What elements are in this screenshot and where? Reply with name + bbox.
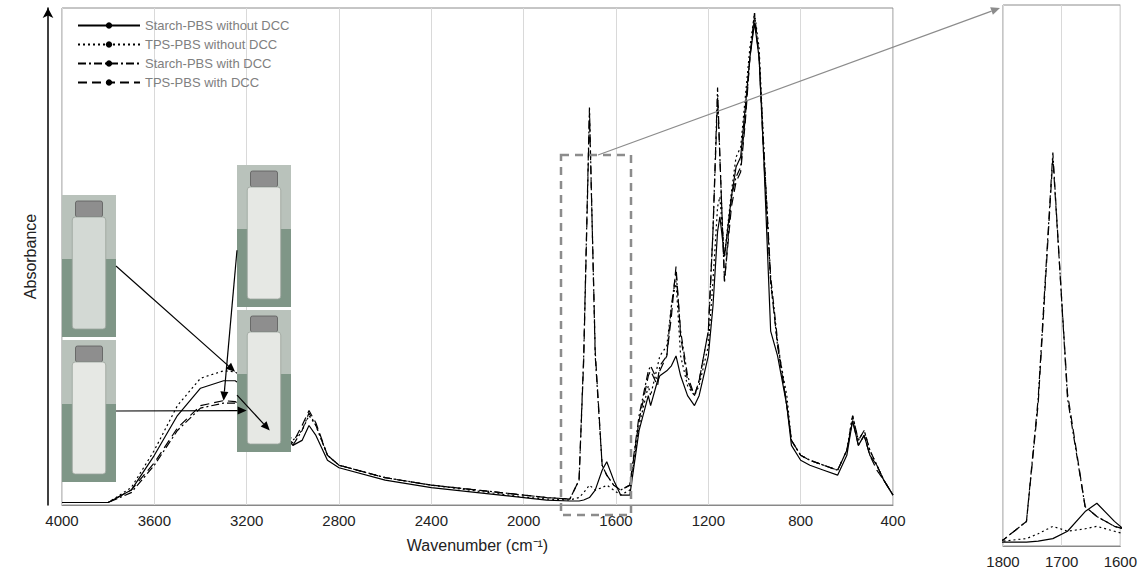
svg-text:2800: 2800 [322, 512, 355, 529]
svg-text:4000: 4000 [45, 512, 78, 529]
svg-text:Starch-PBS with DCC: Starch-PBS with DCC [145, 56, 271, 71]
svg-text:2000: 2000 [507, 512, 540, 529]
svg-text:Absorbance: Absorbance [22, 214, 39, 299]
svg-text:TPS-PBS with DCC: TPS-PBS with DCC [145, 75, 259, 90]
svg-text:1600: 1600 [1104, 553, 1137, 570]
svg-text:1600: 1600 [599, 512, 632, 529]
svg-text:1800: 1800 [986, 553, 1019, 570]
svg-text:TPS-PBS without DCC: TPS-PBS without DCC [145, 37, 277, 52]
svg-text:1200: 1200 [692, 512, 725, 529]
svg-text:Starch-PBS without DCC: Starch-PBS without DCC [145, 18, 290, 33]
svg-text:1700: 1700 [1045, 553, 1078, 570]
svg-text:3600: 3600 [138, 512, 171, 529]
svg-text:Wavenumber (cm⁻¹): Wavenumber (cm⁻¹) [407, 537, 548, 554]
svg-text:800: 800 [788, 512, 813, 529]
svg-text:3200: 3200 [230, 512, 263, 529]
svg-text:2400: 2400 [415, 512, 448, 529]
svg-text:400: 400 [880, 512, 905, 529]
